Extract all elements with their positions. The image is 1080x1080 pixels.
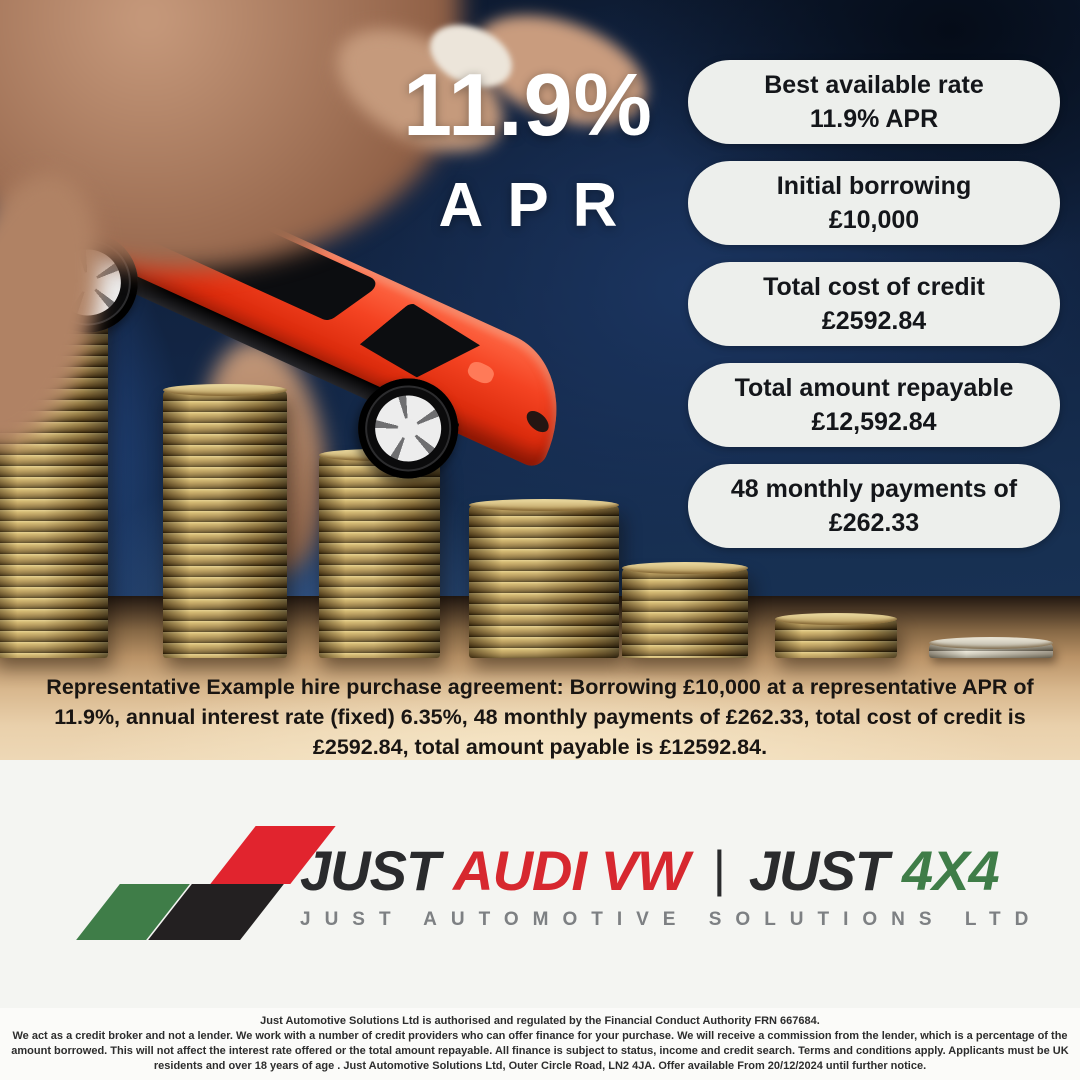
brand-subtitle: JUST AUTOMOTIVE SOLUTIONS LTD: [300, 909, 1043, 930]
pill-best-rate: Best available rate 11.9% APR: [688, 60, 1060, 144]
fine-print-line1: Just Automotive Solutions Ltd is authori…: [260, 1015, 820, 1027]
brand-4x4: 4X4: [901, 839, 1000, 902]
pill-value: 11.9% APR: [809, 105, 939, 133]
pill-value: £10,000: [828, 206, 920, 234]
coin-stack-3: [319, 449, 440, 658]
coin-stack-2: [163, 384, 287, 658]
pill-title: 48 monthly payments of: [730, 475, 1018, 503]
pill-initial-borrowing: Initial borrowing £10,000: [688, 161, 1060, 245]
pill-total-amount-repayable: Total amount repayable £12,592.84: [688, 363, 1060, 447]
brand-audi-vw: AUDI VW: [453, 839, 690, 902]
pill-title: Best available rate: [764, 71, 984, 99]
pill-total-cost-of-credit: Total cost of credit £2592.84: [688, 262, 1060, 346]
coin-stack-4: [469, 499, 619, 658]
apr-headline: 11.9% APR: [368, 58, 688, 238]
pill-monthly-payments: 48 monthly payments of £262.33: [688, 464, 1060, 548]
brand-just-2: JUST: [748, 839, 889, 902]
fine-print: Just Automotive Solutions Ltd is authori…: [8, 1014, 1072, 1074]
logo-mark: [28, 822, 336, 942]
brand-name-line: JUST AUDI VW | JUST 4X4: [300, 838, 1060, 902]
pill-title: Total amount repayable: [734, 374, 1014, 402]
finance-info-pills: Best available rate 11.9% APR Initial bo…: [688, 60, 1060, 548]
coin-stack-7: [929, 637, 1053, 658]
pill-title: Initial borrowing: [776, 172, 972, 200]
apr-rate-text: 11.9%: [403, 55, 653, 154]
brand-separator: |: [712, 841, 726, 897]
coin-stack-5: [622, 562, 748, 658]
brand-logo: JUST AUDI VW | JUST 4X4 JUST AUTOMOTIVE SOLU…: [300, 838, 1060, 931]
representative-example-text: Representative Example hire purchase agr…: [46, 675, 1034, 759]
pill-value: £12,592.84: [811, 408, 937, 436]
brand-just-1: JUST: [300, 839, 440, 902]
pill-value: £2592.84: [821, 307, 927, 335]
apr-label-text: APR: [438, 171, 642, 240]
pill-value: £262.33: [828, 509, 920, 537]
fine-print-body: We act as a credit broker and not a lend…: [11, 1030, 1069, 1072]
pill-title: Total cost of credit: [763, 273, 985, 301]
hero-photo: 11.9% APR Best available rate 11.9% APR …: [0, 0, 1080, 760]
coin-stack-6: [775, 613, 897, 658]
